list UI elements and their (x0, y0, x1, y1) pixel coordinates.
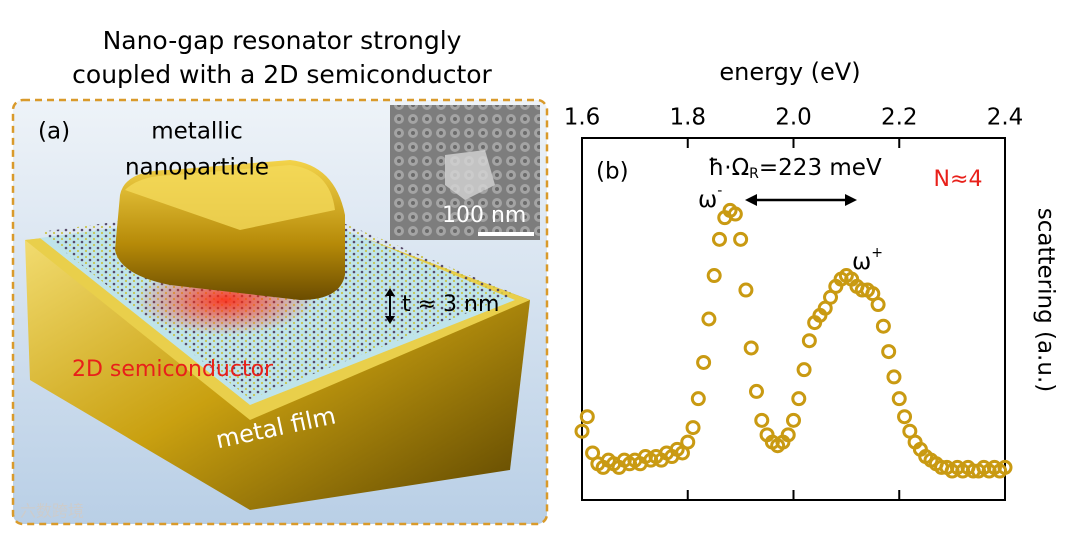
point (754, 412, 770, 428)
label: 2D semiconductor (72, 357, 274, 382)
point (579, 409, 595, 425)
x-axis-title: energy (eV) (719, 58, 860, 86)
annotation: N≈4 (934, 167, 983, 192)
point (706, 268, 722, 284)
point (738, 282, 754, 298)
point (791, 391, 807, 407)
y-axis-title: scattering (a.u.) (1033, 208, 1059, 392)
arrow-head (385, 288, 395, 296)
annotation-part: + (871, 245, 883, 261)
panel-label: (a) (38, 119, 70, 145)
arrow-head (845, 194, 857, 206)
label: metallic (151, 119, 242, 145)
annotation-part: ħ·Ω (708, 155, 749, 181)
gap-label: t ≈ 3 nm (402, 292, 499, 317)
point (891, 391, 907, 407)
x-tick-label: 2.2 (881, 105, 918, 131)
annotation-part: - (717, 183, 722, 199)
point (685, 420, 701, 436)
point (886, 369, 902, 385)
title: coupled with a 2D semiconductor (72, 60, 492, 89)
point (690, 391, 706, 407)
point (696, 354, 712, 370)
point (780, 427, 796, 443)
point (748, 383, 764, 399)
annotation-part: R (749, 166, 759, 182)
annotation: ω- (698, 183, 722, 213)
point (881, 344, 897, 360)
point (574, 423, 590, 439)
x-tick-label: 1.8 (669, 105, 706, 131)
annotation-part: ω (698, 187, 717, 213)
point (875, 318, 891, 334)
title: Nano-gap resonator strongly (103, 26, 462, 55)
panel-label: (b) (596, 159, 629, 185)
point (733, 231, 749, 247)
point (786, 412, 801, 428)
plot-frame (581, 137, 1006, 501)
point (727, 206, 743, 222)
point (870, 297, 886, 313)
point (711, 231, 727, 247)
scale-label: 100 nm (442, 203, 526, 228)
point (997, 459, 1013, 475)
x-tick-label: 2.4 (987, 105, 1024, 131)
nanoparticle-top (125, 165, 335, 230)
x-tick-label: 2.0 (775, 105, 812, 131)
point (743, 340, 759, 356)
annotation: ħ·ΩR=223 meV (708, 155, 882, 183)
watermark: 六数跨境 (20, 502, 84, 521)
point (796, 362, 812, 378)
label: nanoparticle (125, 155, 269, 181)
x-tick-label: 1.6 (564, 105, 601, 131)
panel-b: 1.6 1.8 2.0 2.2 2.4 energy (eV) scattering (a.… (564, 58, 1059, 501)
annotation: ω+ (852, 245, 883, 275)
annotation-part: ω (852, 249, 871, 275)
arrow-head (385, 316, 395, 324)
point (680, 434, 696, 450)
arrow-head (745, 194, 757, 206)
sem-particle (445, 150, 495, 200)
annotation-part: =223 meV (759, 155, 882, 181)
panel-a: Nano-gap resonator strongly coupled with… (11, 26, 549, 526)
point (701, 311, 717, 327)
point (801, 333, 817, 349)
point (897, 409, 913, 425)
